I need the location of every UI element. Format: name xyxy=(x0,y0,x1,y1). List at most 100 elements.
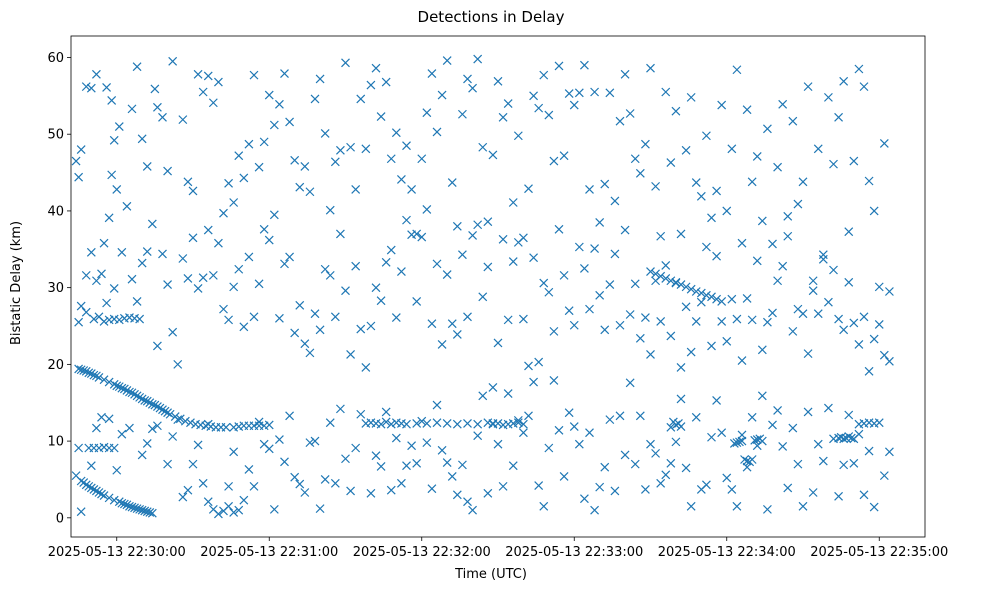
data-point-marker xyxy=(165,409,175,419)
data-point-marker xyxy=(818,250,828,260)
data-point-marker xyxy=(114,122,124,131)
data-point-marker xyxy=(666,158,676,168)
data-point-marker xyxy=(635,168,645,178)
data-point-marker xyxy=(803,349,813,359)
data-point-marker xyxy=(676,394,686,404)
data-point-marker xyxy=(264,420,274,430)
data-point-marker xyxy=(513,237,523,247)
data-point-marker xyxy=(671,437,681,447)
data-point-marker xyxy=(778,99,788,109)
data-point-marker xyxy=(732,65,742,75)
data-point-marker xyxy=(376,419,386,429)
data-point-marker xyxy=(442,56,452,65)
data-point-marker xyxy=(732,501,742,511)
data-point-marker xyxy=(269,120,279,130)
data-point-marker xyxy=(686,501,696,511)
data-point-marker xyxy=(808,488,818,497)
data-point-marker xyxy=(473,431,483,441)
data-point-marker xyxy=(468,83,478,93)
data-point-marker xyxy=(91,371,101,381)
data-point-marker xyxy=(544,110,554,120)
data-point-marker xyxy=(463,312,472,322)
data-point-marker xyxy=(432,127,442,137)
data-point-marker xyxy=(539,501,549,511)
data-point-marker xyxy=(295,182,305,192)
data-point-marker xyxy=(707,432,716,442)
data-point-marker xyxy=(625,310,635,319)
data-point-marker xyxy=(778,442,788,451)
data-point-marker xyxy=(432,259,442,269)
data-point-marker xyxy=(879,138,889,148)
data-point-marker xyxy=(773,405,783,415)
data-point-marker xyxy=(671,278,681,288)
data-point-marker xyxy=(91,486,101,496)
data-point-marker xyxy=(142,507,152,517)
data-point-marker xyxy=(310,309,320,319)
data-point-marker xyxy=(224,481,234,491)
data-point-marker xyxy=(219,208,228,218)
data-point-marker xyxy=(376,112,386,121)
data-point-marker xyxy=(493,76,503,86)
data-point-marker xyxy=(849,156,859,166)
data-point-marker xyxy=(569,100,579,110)
data-point-marker xyxy=(325,418,335,428)
data-point-marker xyxy=(386,245,396,255)
data-point-marker xyxy=(310,436,320,446)
data-point-marker xyxy=(676,422,686,431)
data-point-marker xyxy=(427,69,437,79)
data-point-marker xyxy=(280,457,289,467)
data-point-marker xyxy=(74,317,84,327)
data-point-marker xyxy=(122,201,132,211)
data-point-marker xyxy=(74,172,84,182)
data-point-marker xyxy=(788,326,798,336)
data-point-marker xyxy=(712,396,722,405)
data-point-marker xyxy=(193,69,203,79)
data-point-marker xyxy=(102,298,112,308)
data-point-marker xyxy=(81,270,91,280)
data-point-marker xyxy=(213,238,223,248)
data-point-marker xyxy=(152,341,162,351)
data-point-marker xyxy=(503,389,513,398)
data-point-marker xyxy=(145,398,155,408)
data-point-marker xyxy=(234,151,244,161)
data-point-marker xyxy=(239,322,249,332)
data-point-marker xyxy=(229,198,239,207)
data-point-marker xyxy=(681,145,691,155)
data-point-marker xyxy=(808,286,818,296)
data-point-marker xyxy=(615,411,625,421)
data-point-marker xyxy=(104,213,114,223)
data-point-marker xyxy=(295,479,305,489)
data-point-marker xyxy=(285,117,295,127)
data-point-marker xyxy=(839,325,849,335)
data-point-marker xyxy=(854,429,864,439)
data-point-marker xyxy=(244,252,254,262)
data-point-marker xyxy=(874,418,884,428)
data-point-marker xyxy=(869,206,879,216)
data-point-marker xyxy=(351,185,361,194)
data-point-marker xyxy=(529,253,539,263)
data-point-marker xyxy=(676,280,686,290)
y-axis: 0 10 20 30 40 50 60 xyxy=(47,51,71,526)
data-point-marker xyxy=(696,297,706,307)
data-point-marker xyxy=(239,173,249,183)
data-point-marker xyxy=(534,357,544,367)
data-point-marker xyxy=(661,274,671,283)
data-point-marker xyxy=(681,302,691,312)
data-point-marker xyxy=(132,297,142,306)
y-axis-label: Bistatic Delay (km) xyxy=(9,221,24,345)
y-tick-label: 40 xyxy=(47,204,64,219)
data-point-marker xyxy=(264,235,274,245)
data-point-marker xyxy=(879,350,889,360)
data-point-marker xyxy=(229,508,239,517)
data-point-marker xyxy=(178,254,188,263)
data-point-marker xyxy=(79,366,89,375)
data-point-marker xyxy=(193,440,203,450)
data-point-marker xyxy=(646,267,655,276)
data-point-marker xyxy=(646,439,655,449)
y-tick-label: 20 xyxy=(47,358,64,373)
data-point-marker xyxy=(208,270,218,280)
data-point-marker xyxy=(391,433,401,443)
data-point-marker xyxy=(168,327,178,337)
data-point-marker xyxy=(259,224,269,234)
